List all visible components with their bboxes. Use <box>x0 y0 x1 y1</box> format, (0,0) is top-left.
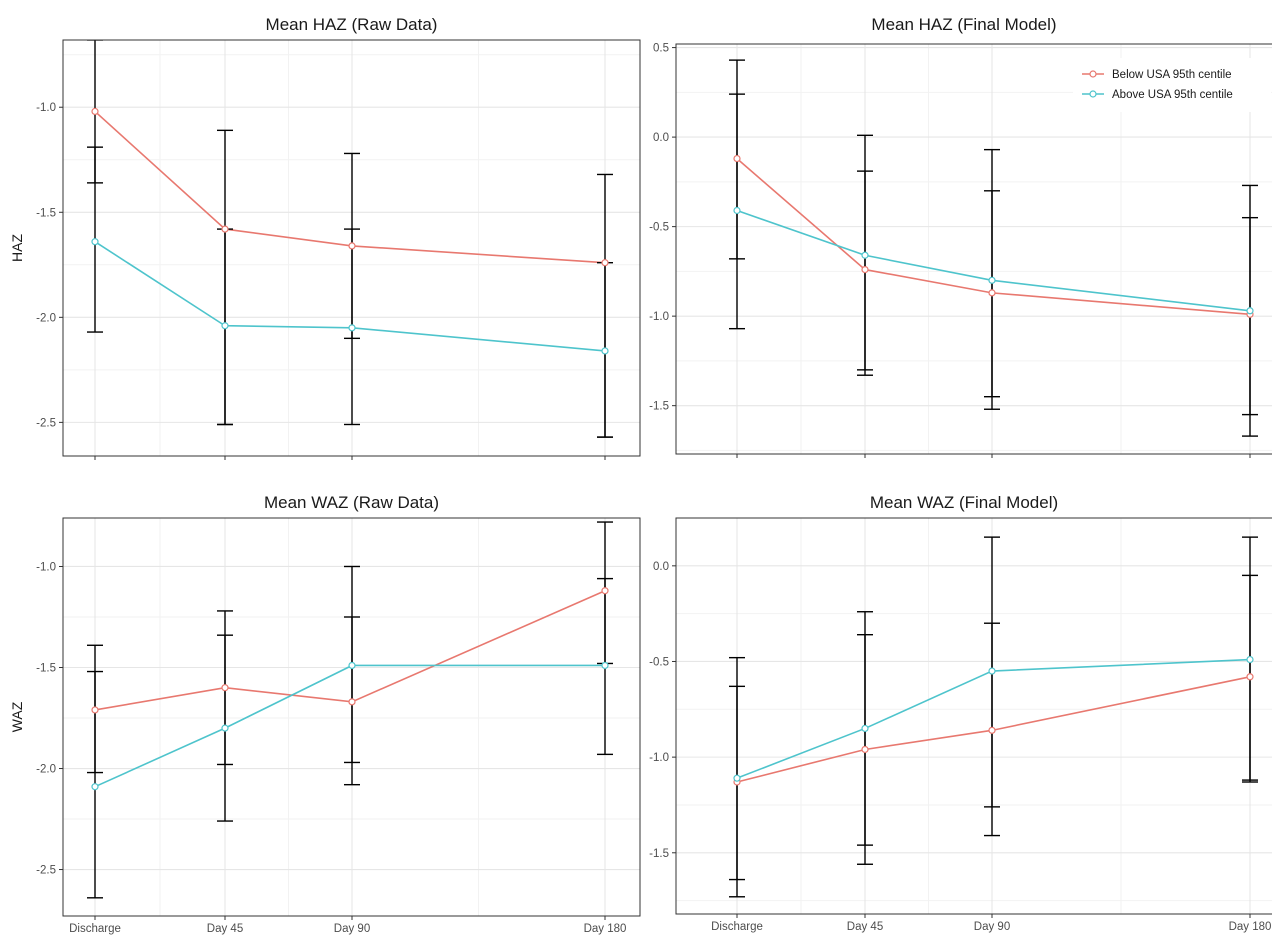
y-tick-label: -0.5 <box>649 222 669 234</box>
y-tick-label: -1.0 <box>36 102 56 114</box>
data-point-above <box>601 661 609 670</box>
series-line-above <box>94 241 606 352</box>
legend-key-point <box>1089 70 1097 78</box>
data-point-below <box>988 726 996 734</box>
data-point-above <box>601 347 609 355</box>
data-point-below <box>601 587 609 595</box>
series-line-below <box>94 589 606 711</box>
data-point-below <box>733 154 741 163</box>
y-axis-title: HAZ <box>9 234 25 262</box>
data-point-below <box>91 706 99 714</box>
data-point-below <box>348 698 356 706</box>
chart-panel-4: 0.0 -0.5 -1.0 -1.5 Discharge Day 45 Day 90 Day … <box>649 493 1272 933</box>
legend: Below USA 95th centile Above USA 95th cen… <box>1073 58 1271 112</box>
x-tick-label: Day 180 <box>584 923 627 935</box>
data-point-above <box>221 322 229 330</box>
plot-area <box>63 40 640 456</box>
data-point-below <box>221 225 229 233</box>
y-tick-label: -1.5 <box>36 207 56 219</box>
y-tick-label: -2.5 <box>36 865 56 877</box>
data-point-above <box>733 774 741 782</box>
chart-title: Mean HAZ (Raw Data) <box>266 15 438 34</box>
data-point-above <box>91 238 99 246</box>
data-point-above <box>988 276 996 284</box>
y-tick-label: 0.5 <box>653 43 669 55</box>
y-tick-label: -1.5 <box>649 401 669 413</box>
y-tick-label: -1.0 <box>649 752 669 764</box>
x-tick-label: Day 180 <box>1229 921 1272 933</box>
data-point-above <box>733 206 741 215</box>
x-tick-label: Discharge <box>69 923 121 935</box>
series-line-below <box>94 110 606 264</box>
x-tick-label: Discharge <box>711 921 763 933</box>
data-point-above <box>988 667 996 675</box>
series-line-below <box>736 675 1251 783</box>
y-tick-label: -2.0 <box>36 312 56 324</box>
data-point-above <box>1246 655 1254 664</box>
data-point-above <box>348 661 356 670</box>
data-point-below <box>601 259 609 267</box>
data-point-below <box>221 684 229 692</box>
data-point-above <box>221 724 229 732</box>
series-line-above <box>736 209 1251 312</box>
y-tick-label: -1.5 <box>36 663 56 675</box>
x-tick-label: Day 45 <box>207 923 243 935</box>
series-line-above <box>94 664 605 788</box>
data-point-above <box>861 251 869 259</box>
data-point-above <box>91 783 99 791</box>
y-tick-label: -1.5 <box>649 848 669 860</box>
chart-title: Mean WAZ (Final Model) <box>870 493 1058 512</box>
data-point-below <box>988 289 996 297</box>
data-point-above <box>861 724 869 733</box>
series-line-above <box>736 658 1251 779</box>
x-tick-label: Day 90 <box>974 921 1010 933</box>
data-point-below <box>348 242 356 250</box>
y-tick-label: 0.0 <box>653 561 669 573</box>
plot-area <box>676 44 1272 454</box>
data-point-above <box>1246 307 1254 315</box>
y-axis-title: WAZ <box>9 701 25 732</box>
plot-area <box>63 518 640 916</box>
data-point-below <box>861 745 869 754</box>
legend-box <box>1073 58 1271 112</box>
legend-key-point <box>1089 90 1097 98</box>
data-point-above <box>348 324 356 332</box>
data-point-below <box>91 107 99 116</box>
series-line-below <box>736 157 1251 316</box>
chart-title: Mean HAZ (Final Model) <box>871 15 1056 34</box>
plot-area <box>676 518 1272 914</box>
data-point-below <box>861 265 869 274</box>
y-tick-label: -1.0 <box>36 561 56 573</box>
x-tick-label: Day 90 <box>334 923 370 935</box>
legend-label: Below USA 95th centile <box>1112 69 1232 81</box>
y-tick-label: -0.5 <box>649 656 669 668</box>
x-tick-label: Day 45 <box>847 921 883 933</box>
y-tick-label: -2.0 <box>36 764 56 776</box>
chart-title: Mean WAZ (Raw Data) <box>264 493 439 512</box>
panel-border <box>675 43 1272 455</box>
legend-label: Above USA 95th centile <box>1112 89 1233 101</box>
panel-border <box>675 517 1272 915</box>
y-tick-label: -1.0 <box>649 311 669 323</box>
y-tick-label: -2.5 <box>36 417 56 429</box>
chart-panel-1: -1.0 -1.5 -2.0 -2.5 Mean HAZ (Raw Data) HAZ <box>9 15 641 460</box>
y-tick-label: 0.0 <box>653 132 669 144</box>
chart-panel-3: -1.0 -1.5 -2.0 -2.5 Discharge Day 45 Day 90 Day… <box>9 493 641 935</box>
chart-panel-2: 0.5 0.0 -0.5 -1.0 -1.5 Mean HAZ (Final Model) <box>649 15 1272 458</box>
data-point-below <box>1246 673 1254 681</box>
